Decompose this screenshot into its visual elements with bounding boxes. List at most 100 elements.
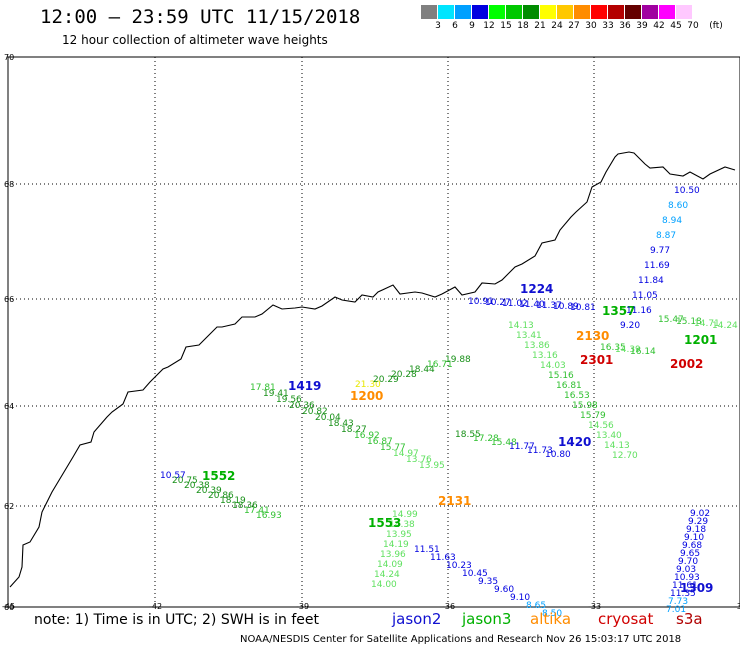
- wave-height-value: 16.87: [367, 437, 393, 447]
- scale-label: 3: [435, 21, 441, 31]
- wave-height-value: 10.45: [462, 569, 488, 579]
- scale-label: 15: [500, 21, 512, 31]
- wave-height-value: 13.86: [524, 341, 550, 351]
- credit-line: NOAA/NESDIS Center for Satellite Applica…: [240, 634, 682, 645]
- wave-height-value: 14.97: [393, 449, 419, 459]
- wave-height-value: 18.55: [455, 430, 481, 440]
- wave-height-value: 14.00: [371, 580, 397, 590]
- wave-height-value: 10.81: [570, 303, 596, 313]
- wave-height-value: 15.79: [580, 411, 606, 421]
- wave-height-value: 9.77: [650, 246, 670, 256]
- wave-height-value: 9.29: [688, 517, 708, 527]
- pass-time-label: 1357: [602, 304, 635, 318]
- scale-label: 27: [568, 21, 580, 31]
- wave-height-value: 12.70: [612, 451, 638, 461]
- pass-time-label: 1309: [680, 581, 713, 595]
- scale-swatch: [455, 5, 472, 19]
- scale-swatch: [421, 5, 438, 19]
- wave-height-value: 11.05: [632, 291, 658, 301]
- wave-height-value: 14.39: [615, 345, 641, 355]
- wave-height-value: 14.19: [383, 540, 409, 550]
- wave-height-value: 7.01: [666, 605, 686, 615]
- wave-height-value: 15.16: [548, 371, 574, 381]
- scale-label: 33: [602, 21, 614, 31]
- greenland-coastline: [9, 151, 736, 588]
- wave-height-value: 10.80: [545, 450, 571, 460]
- wave-height-value: 10.27: [485, 298, 511, 308]
- pass-time-label: 1201: [684, 333, 717, 347]
- wave-height-value: 17.28: [473, 434, 499, 444]
- scale-swatch: [489, 5, 506, 19]
- wave-height-value: 16.93: [256, 511, 282, 521]
- scale-swatch: [506, 5, 523, 19]
- scale-label: 39: [636, 21, 648, 31]
- pass-time-label: 1224: [520, 282, 553, 296]
- wave-height-value: 20.86: [208, 491, 234, 501]
- altimeter-tracks: 10.5720.7520.3820.3920.8618.1918.3617.41…: [160, 186, 738, 619]
- wave-height-value: 11.35: [670, 589, 696, 599]
- wave-height-value: 14.09: [377, 560, 403, 570]
- latitude-label: 60: [4, 603, 15, 612]
- wave-height-value: 14.13: [604, 441, 630, 451]
- wave-height-value: 14.24: [374, 570, 400, 580]
- wave-height-value: 8.94: [662, 216, 682, 226]
- scale-label: 21: [534, 21, 546, 31]
- color-scale-legend: 3 6 9 12 15 18 21 24 27 30 33 36 39 42 45 70 (ft): [421, 5, 723, 33]
- wave-height-value: 14.71: [694, 319, 720, 329]
- pass-time-label: 2002: [670, 357, 703, 371]
- map-subtitle: 12 hour collection of altimeter wave hei…: [62, 33, 328, 47]
- longitude-label: -42: [149, 602, 163, 611]
- wave-height-value: 18.43: [328, 419, 354, 429]
- wave-height-value: 14.56: [588, 421, 614, 431]
- wave-height-value: 16.92: [354, 431, 380, 441]
- wave-height-value: 20.82: [302, 407, 328, 417]
- wave-height-value: 9.20: [620, 321, 640, 331]
- wave-height-value: 9.10: [684, 533, 704, 543]
- scale-swatch: [438, 5, 455, 19]
- wave-height-value: 13.95: [419, 461, 445, 471]
- scale-swatch: [540, 5, 557, 19]
- wave-height-value: 10.50: [674, 186, 700, 196]
- wave-height-value: 18.44: [409, 365, 435, 375]
- wave-height-value: 14.99: [392, 510, 418, 520]
- pass-time-label: 1419: [288, 379, 321, 393]
- wave-height-value: 9.03: [676, 565, 696, 575]
- wave-height-value: 16.81: [556, 381, 582, 391]
- wave-height-value: 16.71: [427, 360, 453, 370]
- wave-height-value: 18.19: [220, 496, 246, 506]
- wave-height-value: 16.53: [564, 391, 590, 401]
- wave-height-value: 9.18: [686, 525, 706, 535]
- latitude-label: 64: [4, 402, 15, 411]
- wave-height-value: 20.29: [373, 375, 399, 385]
- wave-height-value: 8.50: [542, 609, 562, 619]
- scale-unit: (ft): [709, 21, 723, 31]
- satellite-legend-item: altika: [530, 610, 572, 628]
- pass-time-label: 2131: [438, 494, 471, 508]
- wave-height-value: 11.84: [638, 276, 664, 286]
- scale-swatch: [574, 5, 591, 19]
- wave-height-value: 21.30: [355, 380, 381, 390]
- wave-height-value: 18.36: [232, 501, 258, 511]
- wave-height-value: 9.70: [678, 557, 698, 567]
- longitude-label: -36: [442, 602, 456, 611]
- wave-height-value: 15.47: [658, 315, 684, 325]
- footnote: note: 1) Time is in UTC; 2) SWH is in fe…: [34, 612, 320, 628]
- wave-height-value: 9.02: [690, 509, 710, 519]
- scale-label: 30: [585, 21, 597, 31]
- wave-height-value: 13.41: [516, 331, 542, 341]
- wave-height-value: 11.37: [536, 301, 562, 311]
- scale-label: 9: [469, 21, 475, 31]
- wave-height-value: 20.39: [196, 486, 222, 496]
- wave-height-value: 9.68: [682, 541, 702, 551]
- wave-height-value: 7.73: [668, 597, 688, 607]
- wave-height-value: 13.96: [380, 550, 406, 560]
- wave-height-value: 11.40: [519, 300, 545, 310]
- scale-label: 24: [551, 21, 563, 31]
- wave-height-value: 15.77: [380, 443, 406, 453]
- scale-swatch: [472, 5, 489, 19]
- wave-height-value: 17.81: [250, 383, 276, 393]
- wave-height-value: 11.77: [509, 442, 535, 452]
- satellite-legend-item: s3a: [676, 610, 703, 628]
- scale-swatch: [608, 5, 625, 19]
